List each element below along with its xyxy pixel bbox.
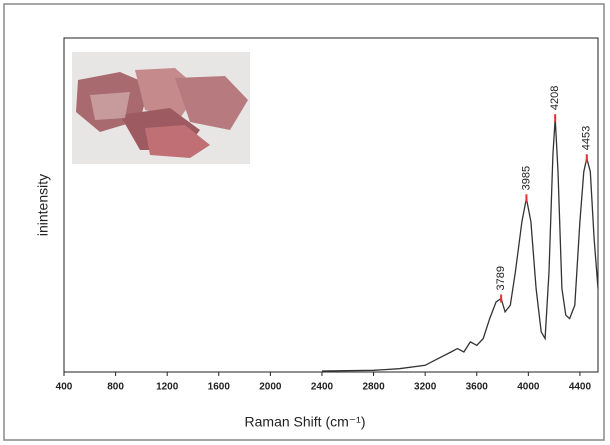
x-tick-label: 1200: [156, 382, 179, 393]
crystal: [175, 76, 248, 130]
y-axis-label: inintensity: [35, 174, 51, 236]
x-tick-label: 400: [56, 382, 73, 393]
x-axis-label: Raman Shift (cm⁻¹): [245, 414, 366, 430]
peak-label: 3985: [520, 166, 532, 190]
x-tick-label: 2400: [311, 382, 334, 393]
x-tick-label: 800: [107, 382, 124, 393]
peak-label: 4453: [581, 126, 593, 150]
x-tick-label: 1600: [208, 382, 231, 393]
x-tick-label: 2000: [259, 382, 282, 393]
crystal: [90, 92, 130, 120]
x-tick-label: 4400: [569, 382, 592, 393]
x-tick-label: 3200: [414, 382, 437, 393]
peak-label: 4208: [549, 86, 561, 110]
inset-photo: [72, 52, 250, 164]
x-tick-label: 2800: [362, 382, 385, 393]
plot-area: [63, 37, 599, 373]
peak-label: 3789: [495, 266, 507, 290]
crystal: [145, 125, 210, 158]
x-tick-label: 3600: [466, 382, 489, 393]
x-tick-label: 4000: [517, 382, 540, 393]
